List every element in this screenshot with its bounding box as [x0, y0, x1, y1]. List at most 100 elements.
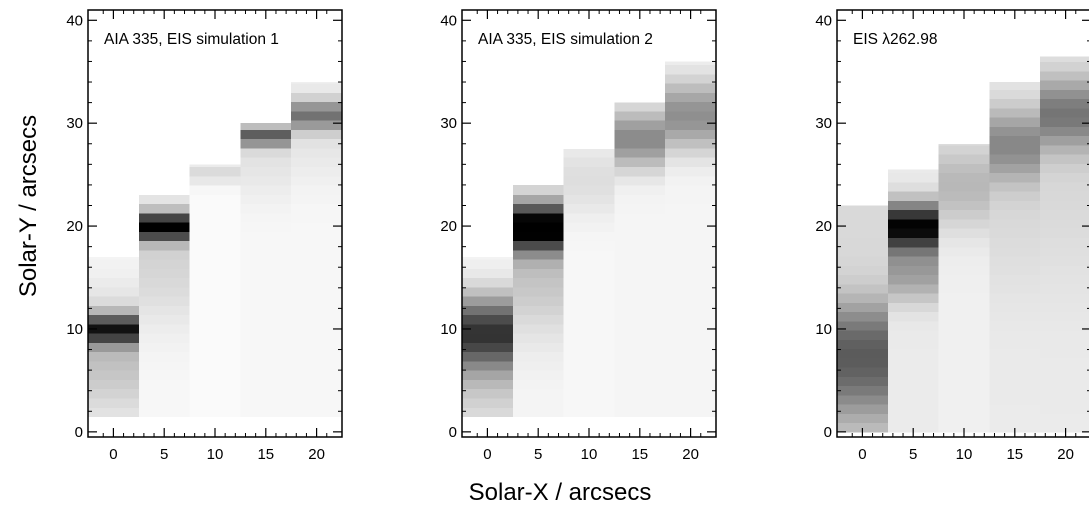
heatmap-cell — [189, 203, 241, 214]
heatmap-cell — [614, 157, 666, 167]
heatmap-cell — [138, 212, 190, 223]
heatmap-cell — [614, 379, 666, 390]
panel-title: AIA 335, EIS simulation 2 — [478, 31, 653, 48]
heatmap-cell — [563, 268, 615, 279]
heatmap-cell — [1040, 70, 1089, 81]
heatmap-cell — [512, 342, 564, 353]
heatmap-cell — [1040, 265, 1089, 276]
heatmap-cell — [1040, 376, 1089, 387]
heatmap-cell — [240, 314, 292, 325]
heatmap-cell — [462, 379, 514, 390]
heatmap-cell — [563, 212, 615, 223]
heatmap-cell — [614, 268, 666, 279]
heatmap-cell — [1040, 274, 1089, 285]
heatmap-cell — [665, 240, 716, 251]
heatmap-cell — [189, 277, 241, 288]
heatmap-cell — [614, 102, 666, 112]
heatmap-cell — [240, 249, 292, 260]
heatmap-cell — [1040, 339, 1089, 350]
heatmap-cell — [989, 191, 1041, 201]
heatmap-cell — [989, 237, 1041, 248]
heatmap-cell — [989, 339, 1041, 350]
heatmap-cell — [138, 240, 190, 251]
heatmap-cell — [1040, 163, 1089, 174]
heatmap-cell — [291, 240, 342, 251]
heatmap-cell — [989, 181, 1041, 192]
heatmap-cell — [291, 157, 342, 167]
x-tick-label: 15 — [631, 446, 648, 463]
heatmap-cell — [614, 370, 666, 380]
heatmap-cell — [989, 135, 1041, 146]
heatmap-cell — [189, 249, 241, 260]
heatmap-cell — [887, 357, 939, 368]
heatmap-cell — [614, 397, 666, 408]
heatmap-cell — [665, 138, 716, 149]
heatmap-cell — [887, 209, 939, 220]
heatmap-cell — [938, 404, 990, 414]
heatmap-cell — [563, 175, 615, 186]
heatmap-cell — [665, 83, 716, 93]
heatmap-cell — [88, 397, 140, 408]
heatmap-cell — [512, 221, 564, 232]
heatmap-cells — [88, 82, 342, 418]
heatmap-cell — [563, 277, 615, 288]
heatmap-cell — [189, 351, 241, 362]
heatmap-cell — [1040, 144, 1089, 155]
heatmap-cell — [665, 370, 716, 380]
y-tick-label: 10 — [66, 321, 83, 338]
heatmap-cell — [989, 228, 1041, 238]
heatmap-cell — [614, 259, 666, 269]
heatmap-cell — [240, 184, 292, 195]
panel-title: EIS λ262.98 — [853, 31, 937, 48]
heatmap-cell — [665, 231, 716, 242]
heatmap-cell — [989, 265, 1041, 276]
heatmap-cell — [291, 184, 342, 195]
heatmap-cell — [240, 370, 292, 380]
heatmap-cell — [563, 166, 615, 177]
heatmap-cell — [189, 164, 241, 167]
heatmap-cell — [1040, 56, 1089, 63]
x-tick-label: 20 — [682, 446, 699, 463]
heatmap-cell — [938, 413, 990, 424]
heatmap-cell — [240, 296, 292, 306]
heatmap-cell — [88, 333, 140, 343]
heatmap-cell — [240, 323, 292, 334]
heatmap-cell — [512, 305, 564, 316]
heatmap-cell — [938, 246, 990, 257]
heatmap-cell — [189, 184, 241, 195]
heatmap-cell — [138, 314, 190, 325]
heatmap-cell — [665, 120, 716, 130]
heatmap-cell — [240, 166, 292, 177]
heatmap-cell — [240, 342, 292, 353]
heatmap-cell — [1040, 302, 1089, 313]
heatmap-cell — [938, 265, 990, 276]
heatmap-cell — [512, 323, 564, 334]
heatmap-cell — [462, 360, 514, 371]
heatmap-cell — [614, 194, 666, 205]
x-tick-label: 20 — [1057, 446, 1074, 463]
heatmap-cell — [887, 237, 939, 248]
heatmap-cell — [938, 422, 990, 433]
heatmap-cell — [938, 172, 990, 183]
heatmap-cell — [88, 314, 140, 325]
heatmap-cell — [837, 367, 889, 377]
heatmap-cell — [1040, 117, 1089, 127]
y-tick-label: 10 — [815, 321, 832, 338]
heatmap-cell — [291, 333, 342, 343]
heatmap-cell — [614, 120, 666, 130]
heatmap-cell — [1040, 181, 1089, 192]
heatmap-cell — [88, 286, 140, 297]
heatmap-cell — [614, 231, 666, 242]
heatmap-cell — [462, 296, 514, 306]
heatmap-cell — [462, 351, 514, 362]
heatmap-cell — [240, 286, 292, 297]
heatmap-cell — [291, 259, 342, 269]
heatmap-cell — [938, 385, 990, 396]
heatmap-cell — [462, 342, 514, 353]
heatmap-cell — [291, 407, 342, 418]
heatmap-cell — [989, 394, 1041, 405]
heatmap-cell — [989, 126, 1041, 137]
heatmap-cell — [887, 422, 939, 433]
heatmap-cell — [1040, 320, 1089, 331]
x-tick-label: 10 — [207, 446, 224, 463]
